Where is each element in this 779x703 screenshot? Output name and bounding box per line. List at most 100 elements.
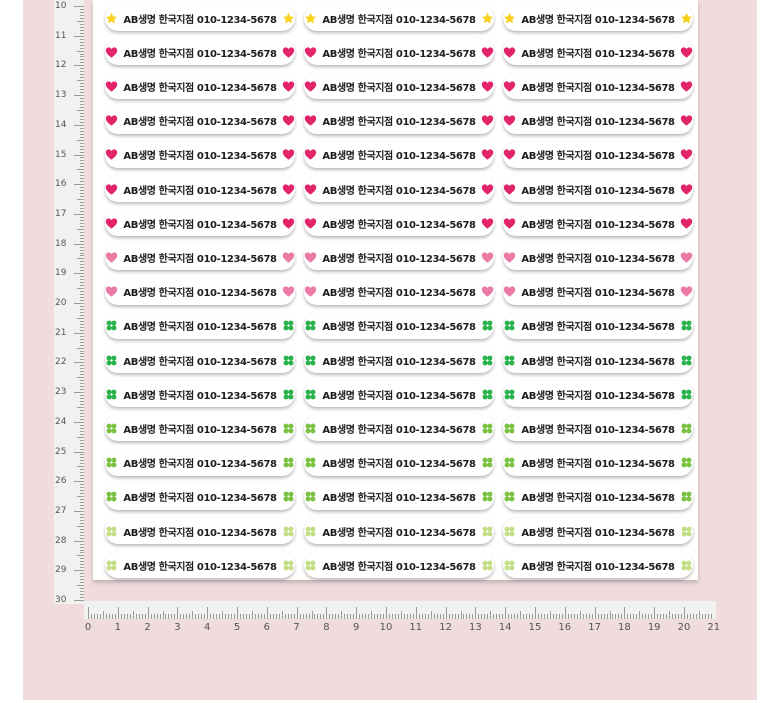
ruler-tick xyxy=(80,567,84,569)
ruler-label: 12 xyxy=(55,60,67,71)
ruler-label: 12 xyxy=(439,622,452,633)
heart-icon xyxy=(481,80,494,93)
ruler-label: 20 xyxy=(677,622,691,633)
ruler-tick xyxy=(80,92,84,94)
ruler-tick xyxy=(457,614,459,619)
ruler-tick xyxy=(80,193,84,195)
clover-icon xyxy=(282,319,295,332)
clover-icon xyxy=(503,354,516,367)
ruler-tick xyxy=(472,614,474,619)
ruler-tick xyxy=(80,133,84,135)
name-sticker: AB생명 한국지점 010-1234-5678 xyxy=(304,483,494,510)
ruler-tick xyxy=(80,424,84,426)
ruler-tick xyxy=(80,323,84,325)
sticker-text: AB생명 한국지점 010-1234-5678 xyxy=(322,322,476,334)
ruler-tick xyxy=(80,166,84,168)
ruler-tick xyxy=(499,614,501,619)
name-sticker: AB생명 한국지점 010-1234-5678 xyxy=(304,176,494,202)
ruler-tick xyxy=(74,243,84,245)
clover-icon xyxy=(503,525,516,538)
name-sticker: AB생명 한국지점 010-1234-5678 xyxy=(105,5,295,31)
heart-icon xyxy=(481,285,494,298)
ruler-tick xyxy=(80,395,84,397)
ruler-tick xyxy=(380,614,382,619)
heart-icon xyxy=(105,251,118,264)
ruler-tick xyxy=(642,614,644,619)
sticker-text: AB생명 한국지점 010-1234-5678 xyxy=(123,527,277,539)
clover-icon xyxy=(304,388,317,401)
ruler-tick xyxy=(80,433,84,435)
ruler-tick xyxy=(299,614,301,619)
ruler-tick xyxy=(600,614,602,619)
ruler-label: 0 xyxy=(84,622,92,633)
sticker-text: AB생명 한국지점 010-1234-5678 xyxy=(521,117,675,129)
ruler-tick xyxy=(603,614,605,619)
clover-icon xyxy=(680,490,693,503)
ruler-tick xyxy=(80,157,84,159)
ruler-tick xyxy=(80,163,84,165)
ruler-tick xyxy=(77,20,84,22)
ruler-tick xyxy=(80,501,84,503)
ruler-tick xyxy=(537,614,539,619)
ruler-label: 21 xyxy=(55,327,67,338)
ruler-tick xyxy=(558,614,560,619)
ruler-tick xyxy=(80,196,84,198)
name-sticker: AB생명 한국지점 010-1234-5678 xyxy=(105,415,295,442)
ruler-tick xyxy=(74,35,84,37)
ruler-tick xyxy=(80,261,84,263)
ruler-label: 7 xyxy=(293,622,300,633)
ruler-tick xyxy=(150,614,152,619)
ruler-label: 17 xyxy=(588,622,601,633)
ruler-tick xyxy=(80,294,84,296)
ruler-tick xyxy=(672,614,674,619)
ruler-tick xyxy=(80,320,84,322)
ruler-label: 1 xyxy=(114,622,121,633)
ruler-tick xyxy=(359,614,361,619)
clover-icon xyxy=(680,525,693,538)
ruler-tick xyxy=(80,412,84,414)
ruler-tick xyxy=(80,89,84,91)
ruler-tick xyxy=(508,614,510,619)
ruler-tick xyxy=(80,216,84,218)
name-sticker: AB생명 한국지점 010-1234-5678 xyxy=(304,312,494,339)
ruler-tick xyxy=(293,614,295,619)
ruler-tick xyxy=(80,267,84,269)
ruler-tick xyxy=(77,109,84,111)
heart-icon xyxy=(304,251,317,264)
ruler-tick xyxy=(305,614,307,619)
ruler-tick xyxy=(80,285,84,287)
ruler-tick xyxy=(80,210,84,212)
clover-icon xyxy=(481,422,494,435)
sticker-text: AB생명 한국지점 010-1234-5678 xyxy=(521,219,675,231)
name-sticker: AB생명 한국지점 010-1234-5678 xyxy=(105,73,295,100)
clover-icon xyxy=(481,456,494,469)
ruler-tick xyxy=(80,383,84,385)
ruler-tick xyxy=(80,597,84,599)
ruler-tick xyxy=(442,614,444,619)
name-sticker: AB생명 한국지점 010-1234-5678 xyxy=(503,278,693,305)
heart-icon xyxy=(282,46,295,59)
sticker-text: AB생명 한국지점 010-1234-5678 xyxy=(322,390,476,402)
name-sticker: AB생명 한국지점 010-1234-5678 xyxy=(503,244,693,271)
ruler-tick xyxy=(80,300,84,302)
ruler-tick xyxy=(80,341,84,343)
ruler-tick xyxy=(77,555,84,557)
ruler-tick xyxy=(80,335,84,337)
ruler-tick xyxy=(168,614,170,619)
ruler-tick xyxy=(231,614,233,619)
ruler-tick xyxy=(546,614,548,619)
ruler-tick xyxy=(254,614,256,619)
ruler-tick xyxy=(180,614,182,619)
ruler-tick xyxy=(624,607,626,619)
ruler-tick xyxy=(651,614,653,619)
ruler-tick xyxy=(162,611,164,619)
heart-icon xyxy=(304,114,317,127)
ruler-tick xyxy=(579,611,581,619)
sticker-text: AB생명 한국지점 010-1234-5678 xyxy=(521,14,675,26)
heart-icon xyxy=(105,114,118,127)
ruler-tick xyxy=(80,71,84,73)
clover-icon xyxy=(282,490,295,503)
ruler-tick xyxy=(80,528,84,530)
heart-icon xyxy=(282,114,295,127)
name-sticker: AB생명 한국지점 010-1234-5678 xyxy=(304,39,494,66)
